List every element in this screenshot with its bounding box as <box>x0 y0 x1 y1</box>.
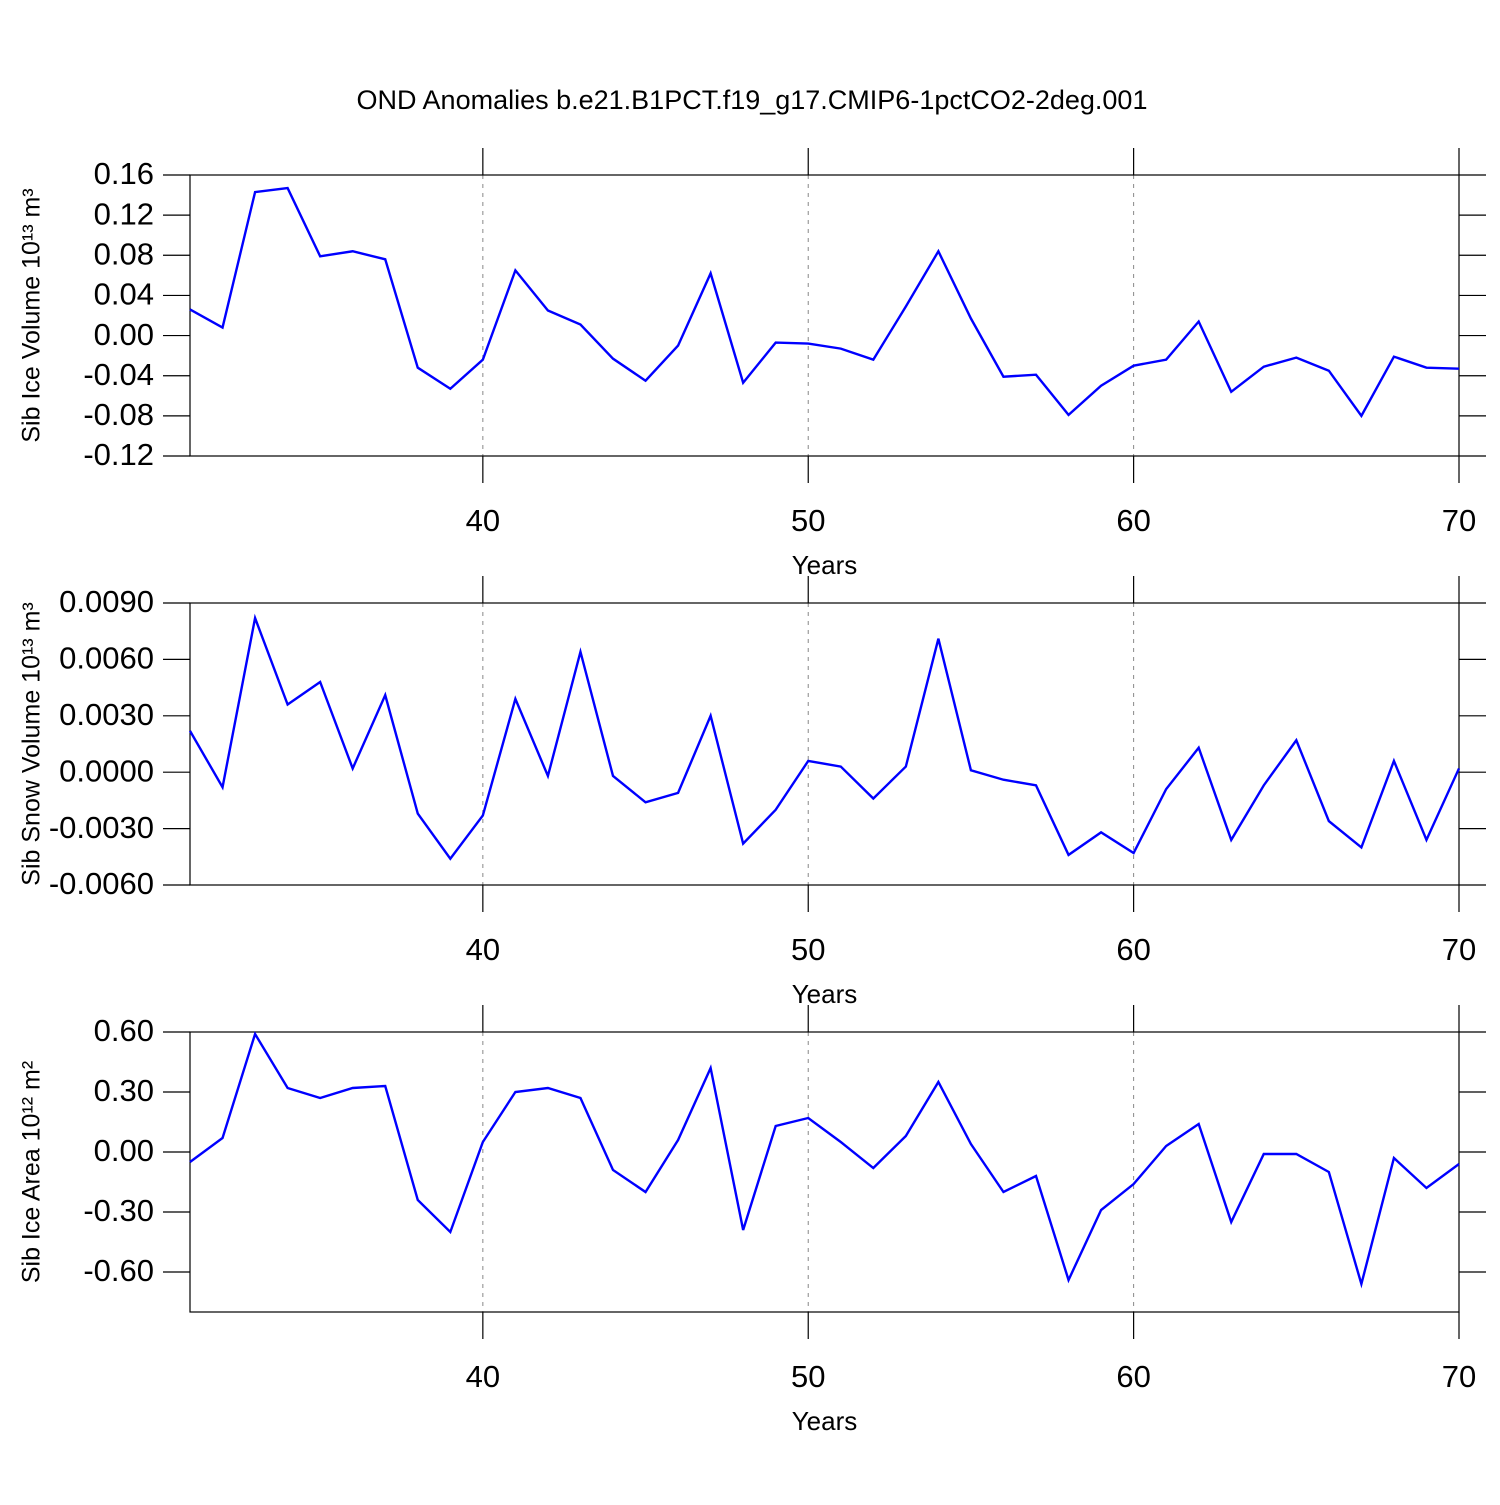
plot-frame <box>189 1031 1460 1313</box>
x-tick-label: 60 <box>1116 1359 1150 1394</box>
panel: 40 50 60 70 0.60 0.30 0.00 -0.30 -0.60 Years Sib I… <box>18 1005 1486 1436</box>
x-tick-label: 60 <box>1116 932 1150 967</box>
x-tick-label: 70 <box>1442 932 1476 967</box>
x-tick-label: 50 <box>791 1359 825 1394</box>
plot-frame <box>189 174 1460 457</box>
y-tick-label: 0.0000 <box>59 753 154 788</box>
y-tick-label: 0.12 <box>94 196 154 231</box>
y-axis-label: Sib Ice Area 10¹² m² <box>18 1061 46 1283</box>
y-tick-label: 0.0090 <box>59 584 154 619</box>
y-tick-label: -0.60 <box>83 1253 154 1288</box>
y-axis-label: Sib Ice Volume 10¹³ m³ <box>18 188 46 442</box>
plot-frame <box>189 602 1460 886</box>
y-tick-label: 0.04 <box>94 277 154 312</box>
y-tick-label: 0.00 <box>94 1133 154 1168</box>
y-tick-label: 0.30 <box>94 1073 154 1108</box>
y-tick-label: 0.08 <box>94 236 154 271</box>
y-tick-label: 0.60 <box>94 1013 154 1048</box>
x-tick-label: 40 <box>466 503 500 538</box>
data-line <box>188 613 1461 861</box>
chart-title: OND Anomalies b.e21.B1PCT.f19_g17.CMIP6-… <box>357 85 1148 115</box>
panel: 40 50 60 70 0.0090 0.0060 0.0030 0.0000 -0.0030 -… <box>18 576 1486 1009</box>
x-tick-label: 50 <box>791 503 825 538</box>
y-tick-label: -0.30 <box>83 1193 154 1228</box>
data-line <box>189 1031 1460 1289</box>
x-tick-label: 50 <box>791 932 825 967</box>
x-tick-label: 40 <box>466 932 500 967</box>
x-tick-label: 70 <box>1442 1359 1476 1394</box>
x-tick-label: 70 <box>1442 503 1476 538</box>
y-tick-label: 0.16 <box>94 156 154 191</box>
panel: 40 50 60 70 0.16 0.12 0.08 0.04 0.00 -0.04 -0.08 -0… <box>18 148 1486 580</box>
y-tick-label: -0.04 <box>83 357 154 392</box>
data-line <box>189 186 1460 419</box>
y-tick-label: -0.08 <box>83 397 154 432</box>
x-axis-label: Years <box>792 979 858 1009</box>
y-tick-label: 0.0030 <box>59 697 154 732</box>
x-axis-label: Years <box>792 1406 858 1436</box>
y-tick-label: -0.0030 <box>49 810 154 845</box>
y-tick-label: -0.12 <box>83 437 154 472</box>
y-tick-label: -0.0060 <box>49 866 154 901</box>
x-axis-label: Years <box>792 550 858 580</box>
x-tick-label: 60 <box>1116 503 1150 538</box>
x-tick-label: 40 <box>466 1359 500 1394</box>
y-axis-label: Sib Snow Volume 10¹³ m³ <box>18 602 46 885</box>
y-tick-label: 0.00 <box>94 317 154 352</box>
y-tick-label: 0.0060 <box>59 641 154 676</box>
